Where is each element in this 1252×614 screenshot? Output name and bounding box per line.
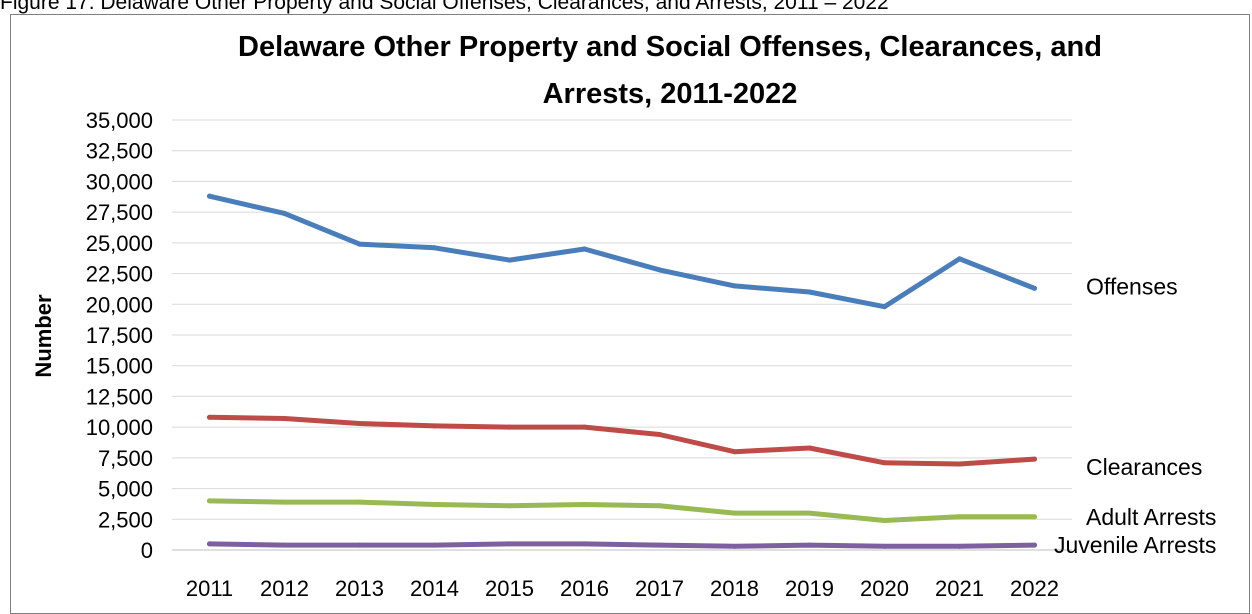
series-line-clearances — [207, 414, 1037, 467]
data-point — [882, 460, 887, 466]
x-tick-label: 2015 — [485, 576, 534, 601]
y-tick-label: 2,500 — [98, 507, 153, 532]
x-tick-label: 2013 — [335, 576, 384, 601]
data-point — [1032, 285, 1037, 291]
data-point — [207, 498, 212, 504]
data-point — [582, 246, 587, 252]
x-tick-label: 2020 — [860, 576, 909, 601]
y-tick-label: 7,500 — [98, 446, 153, 471]
data-point — [657, 503, 662, 509]
data-point — [732, 510, 737, 516]
data-point — [432, 245, 437, 251]
data-point — [282, 542, 287, 548]
data-point — [657, 542, 662, 548]
data-point — [207, 414, 212, 420]
x-tick-label: 2012 — [260, 576, 309, 601]
y-tick-label: 15,000 — [86, 354, 153, 379]
data-point — [507, 503, 512, 509]
series-line-offenses — [207, 193, 1037, 310]
data-point — [1032, 456, 1037, 462]
chart-title-line-2: Arrests, 2011-2022 — [543, 78, 798, 110]
data-point — [807, 510, 812, 516]
series-label-offenses: Offenses — [1086, 273, 1178, 299]
y-tick-label: 17,500 — [86, 323, 153, 348]
data-point — [732, 283, 737, 289]
data-point — [882, 304, 887, 310]
data-point — [1032, 514, 1037, 520]
data-point — [432, 502, 437, 508]
data-point — [357, 499, 362, 505]
data-point — [957, 256, 962, 262]
x-tick-label: 2019 — [785, 576, 834, 601]
data-point — [282, 499, 287, 505]
x-tick-label: 2022 — [1010, 576, 1059, 601]
x-tick-label: 2016 — [560, 576, 609, 601]
y-tick-label: 27,500 — [86, 200, 153, 225]
data-point — [432, 423, 437, 429]
data-point — [807, 445, 812, 451]
data-point — [282, 416, 287, 422]
x-tick-label: 2014 — [410, 576, 459, 601]
data-point — [807, 289, 812, 295]
y-tick-label: 22,500 — [86, 262, 153, 287]
data-point — [207, 193, 212, 199]
series-line-juvenile-arrests — [207, 541, 1037, 549]
data-point — [282, 210, 287, 216]
y-axis-label: Number — [31, 294, 56, 378]
data-point — [357, 420, 362, 426]
data-point — [957, 514, 962, 520]
data-point — [657, 432, 662, 438]
data-point — [582, 424, 587, 430]
data-point — [732, 449, 737, 455]
data-point — [507, 424, 512, 430]
data-point — [882, 543, 887, 549]
y-tick-label: 35,000 — [86, 108, 153, 133]
x-tick-label: 2021 — [935, 576, 984, 601]
y-tick-label: 32,500 — [86, 139, 153, 164]
series-label-clearances: Clearances — [1086, 454, 1202, 480]
figure-caption: Figure 17. Delaware Other Property and S… — [0, 0, 889, 14]
series-line-adult-arrests — [207, 498, 1037, 523]
data-point — [357, 542, 362, 548]
y-tick-label: 0 — [141, 538, 153, 563]
series-label-juvenile-arrests: Juvenile Arrests — [1054, 532, 1216, 558]
x-tick-label: 2018 — [710, 576, 759, 601]
y-tick-label: 12,500 — [86, 384, 153, 409]
x-tick-label: 2011 — [186, 576, 233, 601]
y-tick-label: 25,000 — [86, 231, 153, 256]
data-point — [582, 502, 587, 508]
y-tick-label: 20,000 — [86, 292, 153, 317]
data-point — [807, 542, 812, 548]
x-tick-label: 2017 — [635, 576, 684, 601]
data-point — [882, 518, 887, 524]
data-point — [357, 241, 362, 247]
data-point — [657, 267, 662, 273]
y-tick-label: 10,000 — [86, 415, 153, 440]
data-point — [957, 543, 962, 549]
chart-title-line-1: Delaware Other Property and Social Offen… — [238, 31, 1102, 63]
data-point — [207, 541, 212, 547]
data-point — [432, 542, 437, 548]
data-point — [507, 541, 512, 547]
data-point — [582, 541, 587, 547]
series-label-adult-arrests: Adult Arrests — [1086, 504, 1216, 530]
data-point — [732, 543, 737, 549]
y-tick-label: 30,000 — [86, 169, 153, 194]
data-point — [507, 257, 512, 263]
y-tick-label: 5,000 — [98, 477, 153, 502]
data-point — [957, 461, 962, 467]
data-point — [1032, 542, 1037, 548]
